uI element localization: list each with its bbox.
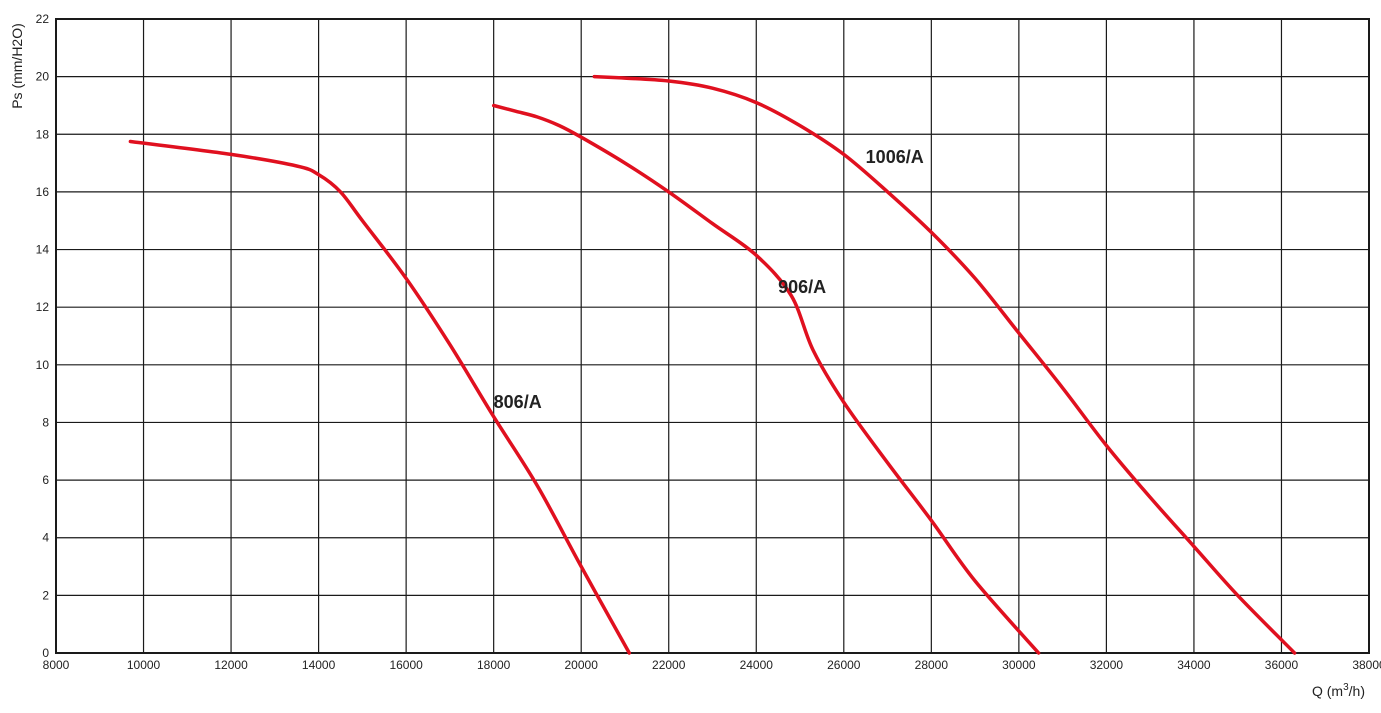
y-tick-label-8: 16 (36, 185, 50, 199)
x-axis-title-main: Q (m (1312, 683, 1343, 699)
y-tick-labels: 0 2 4 6 8 10 12 14 16 18 20 22 (36, 12, 50, 660)
x-tick-label-7: 22000 (652, 658, 686, 672)
series-label-2: 1006/A (866, 147, 924, 167)
series-labels: 806/A 906/A 1006/A (494, 147, 924, 412)
x-tick-label-1: 10000 (127, 658, 161, 672)
series-line-2 (592, 74, 1297, 655)
x-axis-title: Q (m3/h) (1312, 682, 1365, 699)
x-tick-label-10: 28000 (915, 658, 949, 672)
x-tick-label-2: 12000 (214, 658, 248, 672)
y-tick-label-0: 0 (42, 646, 49, 660)
plot-area (56, 19, 1369, 653)
plot-frame (55, 18, 1370, 654)
x-tick-label-8: 24000 (740, 658, 774, 672)
x-tick-label-12: 32000 (1090, 658, 1124, 672)
y-tick-label-4: 8 (42, 415, 49, 429)
x-axis-title-sup: 3 (1343, 682, 1349, 693)
y-tick-label-10: 20 (36, 70, 50, 84)
y-tick-label-1: 2 (42, 588, 49, 602)
y-tick-label-5: 10 (36, 358, 50, 372)
x-tick-label-11: 30000 (1002, 658, 1036, 672)
y-tick-label-3: 6 (42, 473, 49, 487)
x-tick-label-14: 36000 (1265, 658, 1299, 672)
series-curves (128, 74, 1297, 655)
y-tick-label-9: 18 (36, 127, 50, 141)
y-tick-label-7: 14 (36, 243, 50, 257)
series-line-1 (491, 103, 1041, 655)
y-tick-label-2: 4 (42, 531, 49, 545)
series-label-1: 906/A (778, 277, 826, 297)
y-tick-label-11: 22 (36, 12, 50, 26)
x-axis-title-end: /h) (1349, 683, 1365, 699)
x-tick-label-0: 8000 (43, 658, 70, 672)
x-tick-label-6: 20000 (565, 658, 599, 672)
series-line-0 (128, 139, 632, 655)
x-tick-label-5: 18000 (477, 658, 511, 672)
y-axis-title: Ps (mm/H2O) (9, 23, 25, 109)
x-tick-label-9: 26000 (827, 658, 861, 672)
x-tick-labels: 8000 10000 12000 14000 16000 18000 20000 22000 2… (43, 658, 1381, 672)
y-tick-label-6: 12 (36, 300, 50, 314)
x-tick-label-4: 16000 (389, 658, 423, 672)
x-tick-label-3: 14000 (302, 658, 336, 672)
series-label-0: 806/A (494, 392, 542, 412)
x-tick-label-13: 34000 (1177, 658, 1211, 672)
